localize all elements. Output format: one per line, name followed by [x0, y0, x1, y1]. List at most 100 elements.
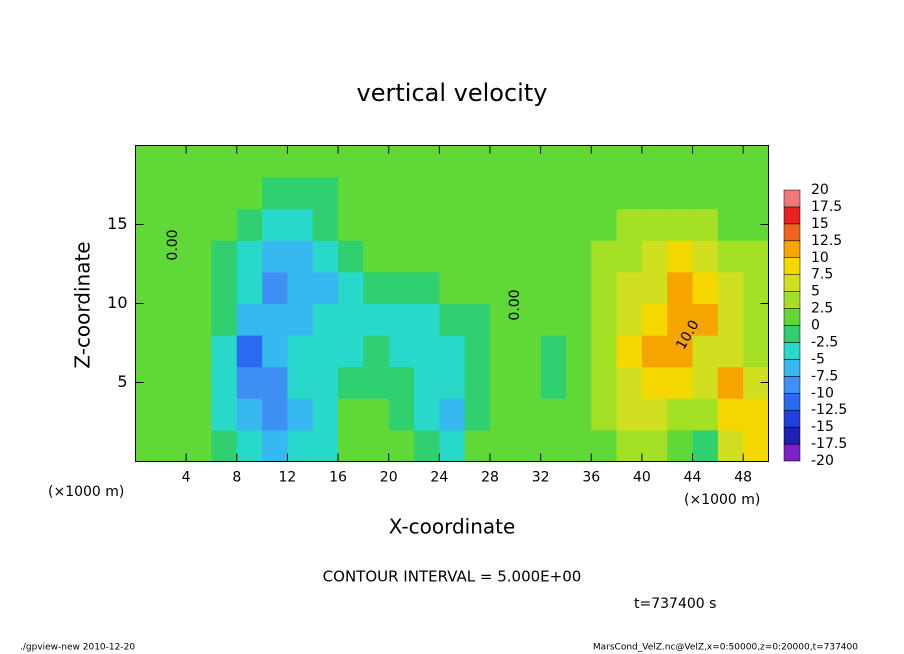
- cell: [186, 398, 212, 431]
- cell: [262, 429, 288, 462]
- cell: [287, 366, 314, 399]
- cell: [262, 366, 288, 399]
- cell: [692, 208, 719, 241]
- cell: [186, 208, 212, 241]
- cell: [186, 145, 212, 178]
- cell: [338, 240, 364, 273]
- cell: [515, 177, 542, 210]
- cell: [743, 335, 769, 368]
- cell: [211, 177, 238, 210]
- cell: [186, 366, 212, 399]
- x-tick-label: 40: [633, 470, 651, 486]
- colorbar-label: 20: [811, 182, 829, 198]
- cell: [363, 303, 390, 336]
- cell: [565, 145, 592, 178]
- cell: [464, 271, 491, 304]
- colorbar-label: -12.5: [811, 402, 847, 418]
- cell: [667, 335, 694, 368]
- cell: [338, 398, 364, 431]
- cell: [565, 271, 592, 304]
- cell: [160, 271, 187, 304]
- cell: [338, 335, 364, 368]
- contour-label: 0.00: [507, 289, 523, 320]
- cell: [312, 398, 339, 431]
- cell: [591, 303, 618, 336]
- cell: [160, 429, 187, 462]
- cell: [717, 335, 744, 368]
- cell: [439, 303, 466, 336]
- cell: [338, 208, 364, 241]
- cell: [414, 335, 440, 368]
- x-tick-label: 36: [582, 470, 600, 486]
- cell: [717, 271, 744, 304]
- cell: [616, 240, 643, 273]
- cell: [312, 145, 339, 178]
- cell: [363, 366, 390, 399]
- cell: [743, 177, 769, 210]
- cell: [236, 366, 263, 399]
- cell: [743, 271, 769, 304]
- footer: MarsCond_VelZ.nc@VelZ,x=0:50000,z=0:2000…: [593, 643, 858, 653]
- cell: [717, 366, 744, 399]
- cell: [236, 335, 263, 368]
- cell: [236, 208, 263, 241]
- colorbar-label: 0: [811, 318, 820, 334]
- cell: [616, 335, 643, 368]
- y-axis-label: Z-coordinate: [71, 241, 95, 368]
- cell: [616, 366, 643, 399]
- cell: [692, 271, 719, 304]
- cell: [489, 145, 516, 178]
- cell: [743, 240, 769, 273]
- cell: [211, 208, 238, 241]
- cell: [667, 366, 694, 399]
- colorbar-swatch: [783, 426, 801, 445]
- colorbar-swatch: [783, 342, 801, 360]
- cell: [464, 429, 491, 462]
- cell: [287, 335, 314, 368]
- cell: [414, 366, 440, 399]
- cell: [641, 303, 668, 336]
- chart-title: vertical velocity: [357, 79, 548, 107]
- cell: [160, 366, 187, 399]
- cell: [667, 177, 694, 210]
- cell: [262, 145, 288, 178]
- cell: [489, 177, 516, 210]
- cell: [717, 429, 744, 462]
- colorbar-label: -17.5: [811, 436, 847, 452]
- cell: [717, 177, 744, 210]
- cell: [540, 271, 567, 304]
- cell: [186, 177, 212, 210]
- x-tick-label: 48: [734, 470, 752, 486]
- cell: [515, 271, 542, 304]
- cell: [312, 240, 339, 273]
- colorbar-label: 2.5: [811, 301, 833, 317]
- cell: [312, 366, 339, 399]
- cell: [287, 208, 314, 241]
- cell: [692, 366, 719, 399]
- cell: [338, 177, 364, 210]
- x-unit: (×1000 m): [48, 484, 124, 500]
- cell: [641, 145, 668, 178]
- cell: [211, 145, 238, 178]
- cell: [717, 398, 744, 431]
- cell: [312, 429, 339, 462]
- cell: [363, 429, 390, 462]
- colorbar-label: -20: [811, 453, 834, 469]
- cell: [262, 177, 288, 210]
- cell: [515, 429, 542, 462]
- cell: [641, 366, 668, 399]
- cell: [667, 429, 694, 462]
- cell: [160, 335, 187, 368]
- cell: [667, 303, 694, 336]
- cell: [388, 145, 415, 178]
- colorbar-label: 17.5: [811, 199, 842, 215]
- cell: [464, 335, 491, 368]
- x-tick-label: 8: [232, 470, 241, 486]
- cell: [565, 366, 592, 399]
- colorbar-label: -5: [811, 351, 825, 367]
- cell: [338, 366, 364, 399]
- cell: [565, 177, 592, 210]
- cell: [363, 208, 390, 241]
- cell: [287, 145, 314, 178]
